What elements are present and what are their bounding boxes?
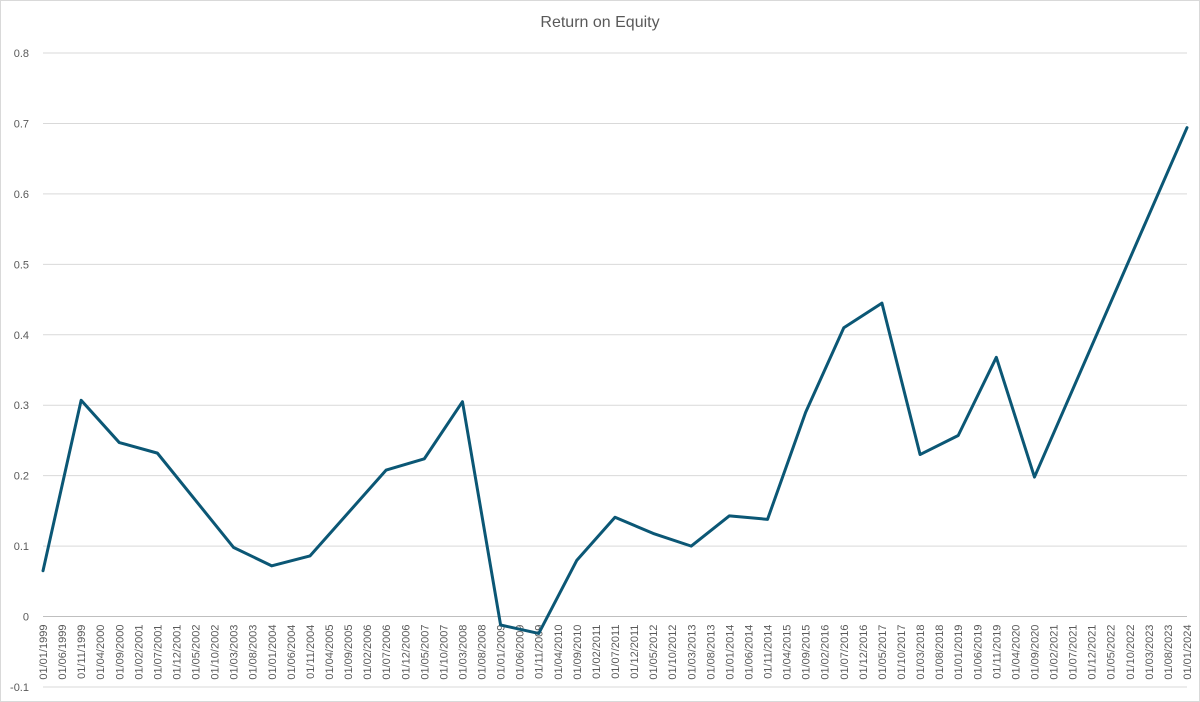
x-tick-label: 01/05/2022 xyxy=(1106,625,1118,680)
x-tick-label: 01/11/2009 xyxy=(534,625,546,679)
x-tick-label: 01/01/2024 xyxy=(1182,625,1194,680)
x-tick-label: 01/01/1999 xyxy=(38,625,50,680)
y-tick-label: 0.2 xyxy=(14,471,29,483)
x-tick-label: 01/02/2021 xyxy=(1049,625,1061,680)
x-tick-label: 01/12/2011 xyxy=(629,625,641,679)
x-tick-label: 01/09/2010 xyxy=(572,625,584,680)
x-tick-label: 01/04/2020 xyxy=(1010,625,1022,680)
x-tick-label: 01/06/2009 xyxy=(515,625,527,680)
y-tick-label: 0.7 xyxy=(14,118,29,130)
x-tick-label: 01/04/2010 xyxy=(553,625,565,680)
x-tick-label: 01/09/2015 xyxy=(801,625,813,680)
x-tick-label: 01/10/2017 xyxy=(896,625,908,680)
x-tick-label: 01/06/2004 xyxy=(286,625,298,680)
x-tick-label: 01/05/2007 xyxy=(419,625,431,680)
y-tick-label: 0.5 xyxy=(14,259,29,271)
x-tick-label: 01/11/1999 xyxy=(76,625,88,679)
x-tick-label: 01/03/2013 xyxy=(686,625,698,680)
x-tick-label: 01/01/2014 xyxy=(724,625,736,680)
y-tick-label: 0.3 xyxy=(14,400,29,412)
x-tick-label: 01/07/2006 xyxy=(381,625,393,680)
x-tick-label: 01/04/2015 xyxy=(782,625,794,680)
gridlines xyxy=(43,52,1187,688)
y-tick-label: 0.1 xyxy=(14,541,29,553)
series-layer xyxy=(41,126,1189,635)
x-tick-label: 01/11/2019 xyxy=(991,625,1003,679)
x-tick-label: 01/11/2014 xyxy=(763,625,775,679)
x-tick-label: 01/01/2009 xyxy=(496,625,508,680)
x-tick-label: 01/12/2016 xyxy=(858,625,870,680)
x-tick-label: 01/03/2023 xyxy=(1144,625,1156,680)
y-tick-label: 0.8 xyxy=(14,48,29,60)
x-tick-label: 01/03/2018 xyxy=(915,625,927,680)
x-tick-label: 01/06/2019 xyxy=(972,625,984,680)
series-line xyxy=(41,126,1189,635)
x-tick-label: 01/10/2012 xyxy=(667,625,679,680)
x-tick-label: 01/09/2000 xyxy=(114,625,126,680)
x-tick-label: 01/12/2006 xyxy=(400,625,412,680)
x-tick-label: 01/07/2011 xyxy=(610,625,622,679)
x-tick-label: 01/02/2006 xyxy=(362,625,374,680)
x-tick-label: 01/12/2021 xyxy=(1087,625,1099,680)
y-tick-label: 0.6 xyxy=(14,189,29,201)
x-tick-label: 01/08/2023 xyxy=(1163,625,1175,680)
x-tick-label: 01/03/2003 xyxy=(229,625,241,680)
x-tick-label: 01/10/2022 xyxy=(1125,625,1137,680)
x-tick-label: 01/06/1999 xyxy=(57,625,69,680)
x-tick-label: 01/09/2005 xyxy=(343,625,355,680)
y-tick-label: 0.4 xyxy=(14,330,29,342)
x-tick-label: 01/08/2018 xyxy=(934,625,946,680)
x-tick-label: 01/10/2007 xyxy=(438,625,450,680)
x-tick-label: 01/08/2003 xyxy=(248,625,260,680)
x-tick-label: 01/03/2008 xyxy=(457,625,469,680)
x-tick-label: 01/08/2008 xyxy=(477,625,489,680)
y-tick-label: -0.1 xyxy=(10,682,29,694)
x-tick-label: 01/10/2002 xyxy=(210,625,222,680)
x-tick-label: 01/02/2001 xyxy=(133,625,145,680)
x-axis-ticks: 01/01/1999 01/06/1999 01/11/1999 01/04/2000… xyxy=(38,625,1194,680)
x-tick-label: 01/09/2020 xyxy=(1029,625,1041,680)
x-tick-label: 01/05/2002 xyxy=(191,625,203,680)
x-tick-label: 01/02/2016 xyxy=(820,625,832,680)
x-tick-label: 01/07/2001 xyxy=(152,625,164,680)
x-tick-label: 01/08/2013 xyxy=(705,625,717,680)
x-tick-label: 01/05/2017 xyxy=(877,625,889,680)
x-tick-label: 01/07/2021 xyxy=(1068,625,1080,680)
x-tick-label: 01/01/2004 xyxy=(267,625,279,680)
x-tick-label: 01/06/2014 xyxy=(743,625,755,680)
x-tick-label: 01/11/2004 xyxy=(305,625,317,679)
x-tick-label: 01/12/2001 xyxy=(171,625,183,680)
x-tick-label: 01/02/2011 xyxy=(591,625,603,679)
chart-title: Return on Equity xyxy=(540,14,660,31)
y-tick-label: 0 xyxy=(23,612,29,624)
y-axis-ticks: -0.1 0 0.1 0.2 0.3 0.4 0.5 0.6 0.7 0.8 xyxy=(10,48,29,694)
x-tick-label: 01/07/2016 xyxy=(839,625,851,680)
x-tick-label: 01/01/2019 xyxy=(953,625,965,680)
x-tick-label: 01/04/2005 xyxy=(324,625,336,680)
x-tick-label: 01/05/2012 xyxy=(648,625,660,680)
x-tick-label: 01/04/2000 xyxy=(95,625,107,680)
